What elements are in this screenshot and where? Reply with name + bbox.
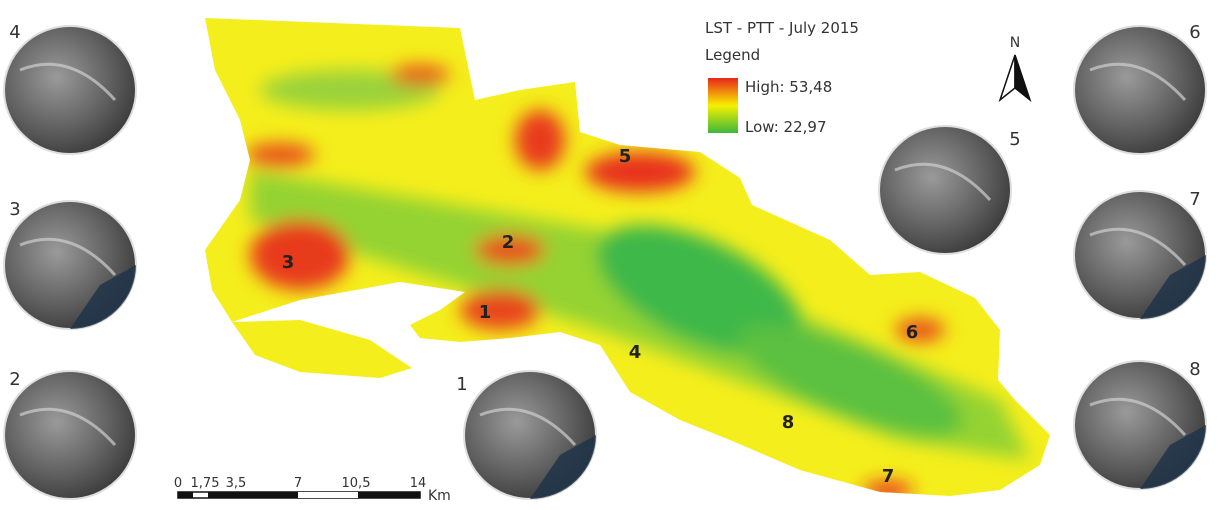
map-label: 3 (282, 252, 295, 273)
inset-label: 1 (456, 374, 467, 395)
north-arrow: N (1000, 35, 1030, 100)
inset-label: 2 (9, 369, 20, 390)
inset-label: 4 (9, 22, 20, 43)
legend-low: Low: 22,97 (745, 118, 826, 136)
map-label: 2 (502, 232, 515, 253)
inset-label: 5 (1009, 129, 1020, 150)
lst-map (200, 10, 1060, 505)
scale-tick-label: 3,5 (226, 476, 247, 491)
inset-label: 8 (1189, 359, 1200, 380)
inset-label: 7 (1189, 189, 1200, 210)
map-label: 7 (882, 466, 895, 487)
map-label: 4 (629, 342, 642, 363)
inset-circle (4, 26, 136, 154)
inset-photo: 3 (4, 199, 136, 329)
north-label: N (1010, 35, 1020, 51)
map-label: 6 (906, 322, 919, 343)
inset-photo: 8 (1074, 359, 1206, 489)
map-title: LST - PTT - July 2015 (705, 19, 859, 37)
scale-tick-label: 14 (410, 476, 427, 491)
inset-photo: 4 (4, 22, 136, 154)
map-figure: 12345678 43215678 LST - PTT - July 2015 … (0, 0, 1220, 510)
inset-photo: 6 (1074, 22, 1206, 154)
scale-tick-label: 7 (294, 476, 302, 491)
legend-high: High: 53,48 (745, 78, 832, 96)
inset-label: 6 (1189, 22, 1200, 43)
inset-photo: 1 (456, 371, 596, 499)
legend-ramp (708, 78, 738, 133)
map-label: 1 (479, 302, 492, 323)
inset-photo: 7 (1074, 189, 1206, 319)
legend-title: Legend (705, 46, 760, 64)
scale-tick-label: 1,75 (191, 476, 220, 491)
scale-tick-label: 0 (174, 476, 182, 491)
inset-photo: 2 (4, 369, 136, 499)
map-label: 8 (782, 412, 795, 433)
inset-photo: 5 (879, 126, 1021, 254)
map-label: 5 (619, 146, 632, 167)
inset-label: 3 (9, 199, 20, 220)
scale-tick-label: 10,5 (342, 476, 371, 491)
scale-unit: Km (428, 488, 451, 504)
inset-circle (1074, 26, 1206, 154)
inset-circle (879, 126, 1011, 254)
inset-circle (4, 371, 136, 499)
